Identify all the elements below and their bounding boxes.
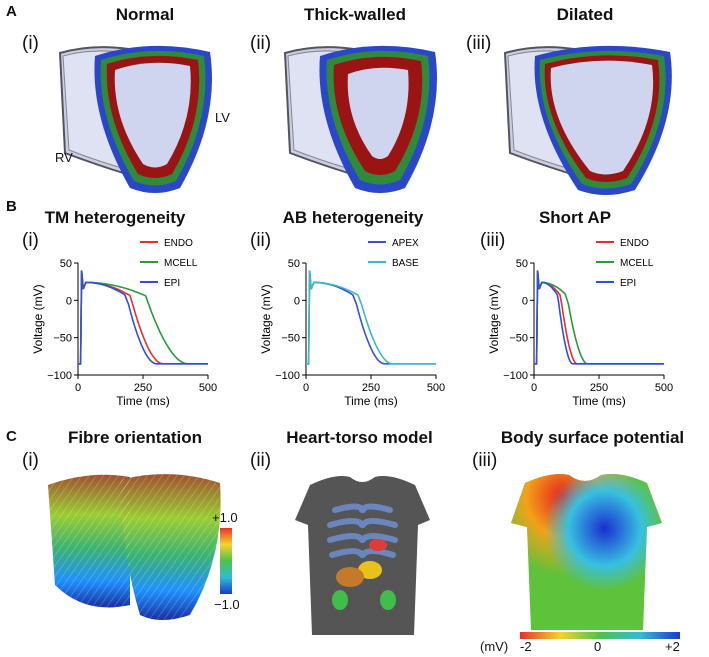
bsp-colorbar-mid: 0 <box>594 639 602 654</box>
x-axis-label: Time (ms) <box>116 394 170 408</box>
y-axis-label: Voltage (mV) <box>259 284 273 353</box>
panel-b-letter: B <box>6 198 17 215</box>
x-tick-label: 500 <box>199 382 217 394</box>
bsp-colorbar <box>520 632 680 639</box>
normal-heart-illustration <box>58 45 212 193</box>
fibre-orientation-title: Fibre orientation <box>67 428 203 447</box>
series-line-mcell <box>534 270 664 365</box>
panel-c-iii-label: (iii) <box>472 450 498 471</box>
dilated-title: Dilated <box>556 5 614 24</box>
x-axis-label: Time (ms) <box>344 394 398 408</box>
series-line-apex <box>306 270 436 365</box>
normal-title: Normal <box>115 5 175 24</box>
x-tick-label: 250 <box>590 382 608 394</box>
panel-a-ii-label: (ii) <box>250 33 272 54</box>
x-tick-label: 500 <box>655 382 673 394</box>
x-tick-label: 0 <box>531 382 537 394</box>
legend-label-epi: EPI <box>620 278 636 289</box>
body-surface-potential-illustration <box>511 474 662 630</box>
panel-a-i-label: (i) <box>22 33 39 54</box>
x-tick-label: 250 <box>362 382 380 394</box>
legend-label-endo: ENDO <box>164 238 193 249</box>
legend-label-base: BASE <box>392 258 419 269</box>
panel-b-iii-label: (iii) <box>480 230 506 251</box>
y-tick-label: 0 <box>294 295 300 307</box>
legend-label-mcell: MCELL <box>620 258 654 269</box>
panel-a-iii-label: (iii) <box>466 33 492 54</box>
x-tick-label: 0 <box>303 382 309 394</box>
bsp-colorbar-unit: (mV) <box>480 639 509 654</box>
y-tick-label: 0 <box>66 295 72 307</box>
body-surface-potential-title: Body surface potential <box>500 428 685 447</box>
x-tick-label: 250 <box>134 382 152 394</box>
short-ap-title: Short AP <box>538 208 612 227</box>
lv-label: LV <box>215 110 230 125</box>
rv-label: RV <box>55 150 73 165</box>
legend-label-apex: APEX <box>392 238 419 249</box>
heart-torso-illustration <box>295 476 430 635</box>
x-tick-label: 0 <box>75 382 81 394</box>
y-tick-label: 50 <box>516 258 528 270</box>
y-tick-label: 0 <box>522 295 528 307</box>
fibre-colorbar <box>220 528 232 594</box>
y-tick-label: −100 <box>275 370 300 382</box>
thick-walled-heart-illustration <box>283 45 437 193</box>
fibre-colorbar-max: +1.0 <box>212 510 238 525</box>
ab-heterogeneity-title: AB heterogeneity <box>282 208 424 227</box>
y-axis-label: Voltage (mV) <box>487 284 501 353</box>
fibre-orientation-illustration <box>48 474 221 620</box>
y-tick-label: 50 <box>288 258 300 270</box>
y-tick-label: −50 <box>509 333 528 345</box>
fibre-colorbar-min: −1.0 <box>214 597 240 612</box>
legend-label-epi: EPI <box>164 278 180 289</box>
tm-heterogeneity-title: TM heterogeneity <box>44 208 186 227</box>
y-tick-label: −50 <box>53 333 72 345</box>
heart-torso-model-title: Heart-torso model <box>286 428 433 447</box>
bsp-colorbar-max: +2 <box>665 639 680 654</box>
series-line-epi <box>534 270 664 365</box>
thick-walled-title: Thick-walled <box>303 5 407 24</box>
panel-c-letter: C <box>6 428 17 445</box>
panel-b-ii-label: (ii) <box>250 230 272 251</box>
y-tick-label: −50 <box>281 333 300 345</box>
panel-c-ii-label: (ii) <box>250 450 272 471</box>
panel-a-letter: A <box>6 3 17 20</box>
series-line-base <box>306 270 436 365</box>
panel-b-i-label: (i) <box>22 230 39 251</box>
legend-label-mcell: MCELL <box>164 258 198 269</box>
panel-c-i-label: (i) <box>22 450 39 471</box>
legend-label-endo: ENDO <box>620 238 649 249</box>
bsp-colorbar-min: -2 <box>520 639 532 654</box>
y-tick-label: 50 <box>60 258 72 270</box>
dilated-heart-illustration <box>503 45 672 195</box>
y-tick-label: −100 <box>503 370 528 382</box>
x-axis-label: Time (ms) <box>572 394 626 408</box>
x-tick-label: 500 <box>427 382 445 394</box>
series-line-epi <box>78 270 208 365</box>
y-tick-label: −100 <box>47 370 72 382</box>
y-axis-label: Voltage (mV) <box>31 284 45 353</box>
